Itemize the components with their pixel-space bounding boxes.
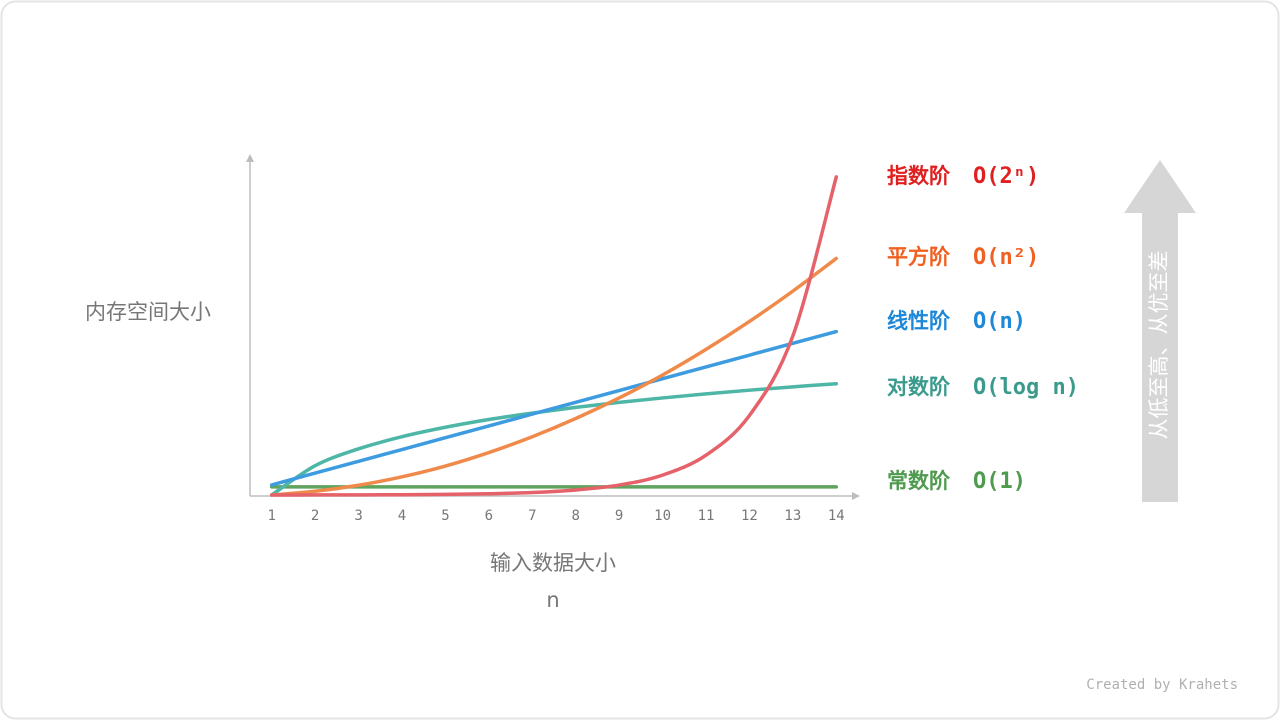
legend-name: 平方阶 — [887, 245, 951, 269]
series-line — [269, 382, 839, 497]
legend-notation: O(n²) — [973, 245, 1039, 270]
legend-notation: O(1) — [973, 469, 1026, 494]
x-arrow — [852, 492, 860, 500]
x-tick-label: 10 — [654, 508, 671, 524]
series-line — [269, 329, 839, 487]
legend-name: 指数阶 — [887, 164, 951, 188]
side-arrow — [1124, 160, 1196, 502]
x-axis-symbol: n — [546, 588, 559, 612]
x-tick-label: 9 — [615, 508, 623, 524]
x-tick-label: 1 — [267, 508, 275, 524]
series-line — [269, 256, 839, 497]
legend-notation: O(log n) — [973, 375, 1079, 400]
legend-notation: O(2ⁿ) — [973, 164, 1039, 189]
credit: Created by Krahets — [1086, 677, 1238, 693]
x-tick-label: 4 — [398, 508, 406, 524]
legend-name: 常数阶 — [887, 469, 951, 493]
x-tick-label: 6 — [485, 508, 493, 524]
x-axis-label: 输入数据大小 — [490, 551, 616, 575]
x-tick-label: 13 — [784, 508, 801, 524]
legend-notation: O(n) — [973, 309, 1026, 334]
series-line — [269, 175, 839, 497]
side-arrow-text: 从低至高、从优至差 — [1147, 251, 1171, 440]
x-tick-label: 14 — [828, 508, 845, 524]
x-tick-label: 3 — [354, 508, 362, 524]
y-axis-label: 内存空间大小 — [85, 300, 211, 324]
x-tick-label: 2 — [311, 508, 319, 524]
legend-name: 线性阶 — [887, 309, 951, 333]
y-arrow — [246, 154, 254, 162]
x-tick-label: 7 — [528, 508, 536, 524]
x-tick-label: 12 — [741, 508, 758, 524]
legend-name: 对数阶 — [887, 375, 951, 399]
x-tick-label: 11 — [698, 508, 715, 524]
x-tick-label: 8 — [571, 508, 579, 524]
x-tick-label: 5 — [441, 508, 449, 524]
